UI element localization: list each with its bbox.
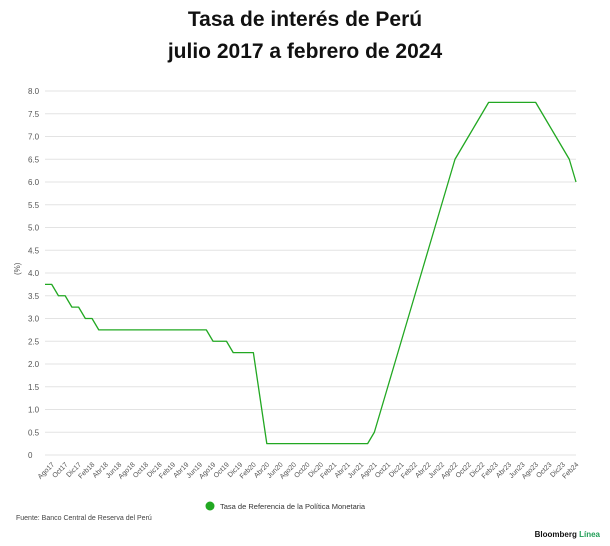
y-tick-label: 3.5	[28, 292, 40, 301]
y-tick-label: 4.5	[28, 246, 40, 255]
brand-accent: Línea	[579, 530, 600, 539]
source-note: Fuente: Banco Central de Reserva del Per…	[16, 515, 152, 522]
chart-title-line2: julio 2017 a febrero de 2024	[167, 40, 443, 63]
series-lines	[45, 101, 577, 445]
brand-name: Bloomberg	[534, 530, 577, 539]
chart-title-line1: Tasa de interés de Perú	[187, 8, 423, 31]
legend: Tasa de Referencia de la Política Moneta…	[205, 501, 366, 511]
y-tick-labels: 0 0.5 1.0 1.5 2.0 2.5 3.0 3.5 4.0 4.5 5.0 5.5 6.0 6.5…	[28, 87, 40, 460]
series-line	[45, 101, 577, 445]
y-tick-label: 7.5	[28, 110, 40, 119]
legend-label: Tasa de Referencia de la Política Moneta…	[220, 502, 366, 511]
y-tick-label: 5.0	[28, 224, 40, 233]
brand-logo: Bloomberg Línea	[535, 530, 600, 539]
x-tick-labels: Ago17Oct17Dic17Feb18Abr18Jun18Ago18Oct18…	[37, 461, 581, 480]
y-tick-label: 2.0	[28, 360, 40, 369]
y-tick-label: 8.0	[28, 87, 40, 96]
y-tick-label: 0.5	[28, 428, 40, 437]
y-tick-label: 1.5	[28, 383, 40, 392]
y-axis-label: (%)	[13, 262, 22, 275]
legend-marker	[205, 501, 215, 511]
y-tick-label: 6.5	[28, 155, 40, 164]
y-tick-label: 1.0	[28, 406, 40, 415]
y-tick-label: 5.5	[28, 201, 40, 210]
grid-lines	[45, 90, 576, 456]
y-tick-label: 3.0	[28, 315, 40, 324]
y-tick-label: 4.0	[28, 269, 40, 278]
y-tick-label: 7.0	[28, 133, 40, 142]
y-tick-label: 6.0	[28, 178, 40, 187]
y-tick-label: 2.5	[28, 337, 40, 346]
y-tick-label: 0	[28, 451, 33, 460]
